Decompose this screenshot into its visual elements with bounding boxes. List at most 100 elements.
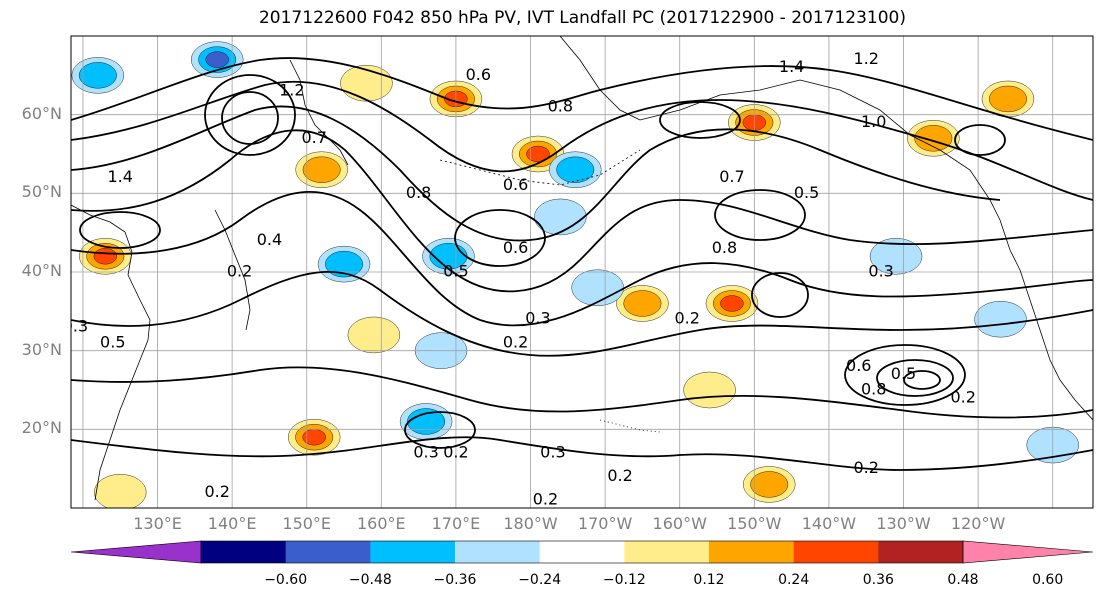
contour-label: 1.0 xyxy=(861,112,886,131)
colorbar-tick-label: 0.24 xyxy=(778,572,810,588)
colorbar-tick-label: −0.48 xyxy=(348,572,392,588)
colorbar-tick-label: −0.24 xyxy=(518,572,562,588)
contour-label: 0.2 xyxy=(950,387,975,406)
contour-label: 0.2 xyxy=(674,309,699,328)
coastline-kamchatka xyxy=(289,59,349,166)
pv-anomaly-blob xyxy=(750,471,789,498)
contour-label: 0.2 xyxy=(853,458,878,477)
pv-anomaly-blob xyxy=(93,248,117,265)
contour-closed xyxy=(954,124,1006,156)
contour-label: 0.2 xyxy=(533,490,558,509)
pv-anomaly-blob xyxy=(325,250,363,278)
pv-anomaly-blob xyxy=(407,408,446,435)
map-title: 2017122600 F042 850 hPa PV, IVT Landfall… xyxy=(258,8,906,28)
colorbar-segment xyxy=(793,541,879,563)
ivt-contours xyxy=(71,57,1093,471)
latitude-label: 60°N xyxy=(21,103,62,123)
pv-anomaly-blob xyxy=(571,269,624,306)
coastline-north-america xyxy=(999,219,1093,421)
contour-line xyxy=(71,436,1093,471)
contour-label: 0.8 xyxy=(406,183,431,202)
contour-line xyxy=(71,129,1093,293)
contour-label: 0.5 xyxy=(443,262,468,281)
pv-anomaly-blob xyxy=(526,145,550,163)
contour-label: 0.8 xyxy=(712,238,737,257)
pv-anomaly-blob xyxy=(556,156,595,183)
pv-anomaly-blob xyxy=(94,474,147,508)
colorbar-extend-high xyxy=(962,540,1094,564)
pv-anomaly-blob xyxy=(302,156,341,183)
colorbar-segment xyxy=(624,541,710,563)
longitude-label: 140°E xyxy=(207,514,257,533)
colorbar-segment xyxy=(455,541,541,563)
longitude-label: 130°E xyxy=(133,514,182,533)
pv-anomaly-blob xyxy=(720,295,744,312)
longitude-label: 180°W xyxy=(503,514,558,533)
pv-anomaly-blob xyxy=(974,301,1027,338)
colorbar-segment xyxy=(201,541,287,563)
contour-label: 0.2 xyxy=(227,262,252,281)
contour-label: 0.2 xyxy=(204,482,229,501)
contour-label: 0.5 xyxy=(891,364,916,383)
coastline-alaska xyxy=(559,36,1001,221)
pv-anomaly-blob xyxy=(989,85,1027,113)
contour-label: 1.2 xyxy=(853,49,878,68)
contour-closed xyxy=(221,91,279,145)
contour-line xyxy=(71,190,1093,327)
pv-anomaly-blob xyxy=(683,371,736,409)
coastlines xyxy=(71,36,1093,501)
contour-label: 0.3 xyxy=(868,262,893,281)
contour-label: 0.8 xyxy=(548,96,573,115)
contour-label: 0.6 xyxy=(503,175,528,194)
pv-anomaly-blob xyxy=(623,290,662,317)
contour-label: 1.2 xyxy=(279,81,304,100)
coastline-aleutians xyxy=(439,149,641,186)
colorbar-extend-low xyxy=(70,540,202,564)
contour-line xyxy=(71,57,1093,141)
contour-closed xyxy=(903,370,941,390)
contour-closed xyxy=(454,209,546,267)
colorbar-tick-label: −0.60 xyxy=(264,572,308,588)
latitude-label: 30°N xyxy=(21,339,62,359)
contour-label: 0.5 xyxy=(100,332,125,351)
contour-closed xyxy=(204,74,296,156)
colorbar-segment xyxy=(370,541,456,563)
longitude-label: 140°W xyxy=(801,514,857,533)
colorbar-tick-label: 0.36 xyxy=(862,572,894,588)
contour-label: 0.3 xyxy=(63,317,88,336)
longitude-label: 150°E xyxy=(282,514,332,533)
contour-line xyxy=(71,80,1093,201)
contour-label: 0.4 xyxy=(257,230,282,249)
contour-line xyxy=(71,271,1093,357)
coastline-asia xyxy=(71,204,151,501)
contour-label: 0.3 xyxy=(540,442,565,461)
contour-closed xyxy=(79,211,161,249)
contour-closed xyxy=(876,359,954,397)
pv-anomaly-blob xyxy=(869,238,923,275)
contour-closed xyxy=(404,411,476,449)
latitude-label: 40°N xyxy=(21,261,62,280)
contour-label: 0.2 xyxy=(503,332,528,351)
longitude-label: 170°E xyxy=(431,514,481,533)
contour-label: 0.5 xyxy=(794,183,819,202)
colorbar xyxy=(70,540,1094,564)
latitude-label: 20°N xyxy=(21,418,62,438)
contour-label: 0.6 xyxy=(503,238,528,257)
colorbar-tick-label: 0.12 xyxy=(693,572,725,588)
colorbar-segment xyxy=(539,541,625,563)
colorbar-segment xyxy=(709,541,795,563)
contour-labels: 1.2 0.6 0.8 1.4 1.2 1.0 0.7 1.4 0.6 0.8 0.7 0.5 0.6 0… xyxy=(63,49,976,509)
colorbar-tick-label: 0.48 xyxy=(947,572,979,588)
longitude-label: 160°W xyxy=(652,514,707,533)
colorbar-segment xyxy=(878,541,964,563)
contour-label: 1.4 xyxy=(108,167,133,186)
contour-label: 0.3 xyxy=(413,442,438,461)
contour-closed xyxy=(844,344,966,406)
longitude-label: 150°W xyxy=(727,514,782,533)
longitude-label: 120°W xyxy=(950,514,1006,533)
contour-closed xyxy=(659,101,741,139)
contour-label: 0.2 xyxy=(607,466,632,485)
contour-line xyxy=(71,366,1093,419)
pv-anomaly-blob xyxy=(914,125,953,152)
